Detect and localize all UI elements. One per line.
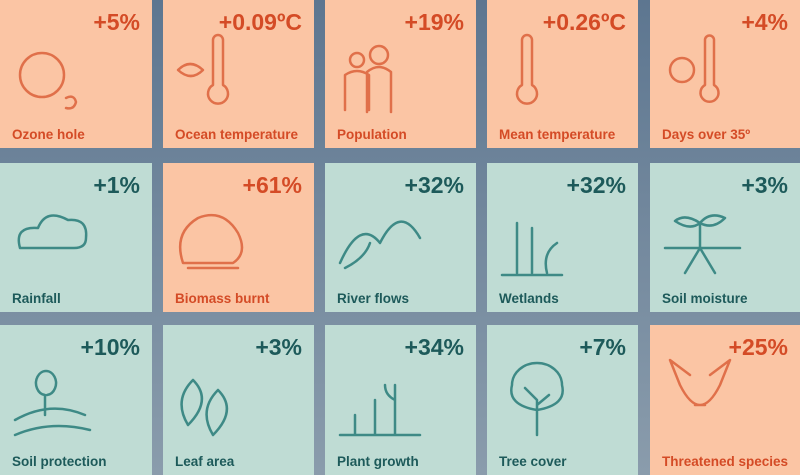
tile: +32% Wetlands — [487, 163, 638, 312]
tile: +5% Ozone hole — [0, 0, 152, 148]
tile: +0.09ºC Ocean temperature — [163, 0, 314, 148]
tile-background — [487, 325, 638, 475]
tile-value: +0.26ºC — [543, 9, 626, 35]
tile: +32% River flows — [325, 163, 476, 312]
tile-label: Soil protection — [12, 454, 107, 469]
tile-value: +19% — [405, 9, 464, 35]
tile-icon — [343, 44, 393, 114]
tile-value: +5% — [93, 9, 140, 35]
tile-background — [650, 0, 800, 148]
tile-label: Plant growth — [337, 454, 419, 469]
tile-background — [325, 325, 476, 475]
tile-icon — [180, 378, 228, 437]
tile-label: Rainfall — [12, 291, 61, 306]
tile-label: Ocean temperature — [175, 127, 299, 142]
tile-background — [650, 325, 800, 475]
tile-icon — [510, 361, 564, 437]
tile-background — [0, 163, 152, 312]
tile: +61% Biomass burnt — [163, 163, 314, 312]
tile-label: Biomass burnt — [175, 291, 270, 306]
tile-icon — [500, 221, 564, 277]
tile-label: Wetlands — [499, 291, 559, 306]
tile-label: Population — [337, 127, 407, 142]
tile-background — [163, 163, 314, 312]
tile-value: +61% — [243, 172, 302, 198]
tile-background — [163, 0, 314, 148]
tile-value: +32% — [567, 172, 626, 198]
tile-value: +34% — [405, 334, 464, 360]
tile: +3% Soil moisture — [650, 163, 800, 312]
tile: +25% Threatened species — [650, 325, 800, 475]
tile-label: Mean temperature — [499, 127, 616, 142]
tile: +1% Rainfall — [0, 163, 152, 312]
tile-value: +32% — [405, 172, 464, 198]
tile-value: +10% — [81, 334, 140, 360]
tile-label: River flows — [337, 291, 409, 306]
tile-background — [487, 0, 638, 148]
tile-icon — [176, 33, 230, 105]
tile-label: Soil moisture — [662, 291, 748, 306]
tile-background — [163, 325, 314, 475]
tile-value: +1% — [93, 172, 140, 198]
tile-icon — [178, 213, 244, 270]
tile-label: Days over 35º — [662, 127, 750, 142]
tile-background — [0, 0, 152, 148]
tile-label: Ozone hole — [12, 127, 85, 142]
tile: +3% Leaf area — [163, 325, 314, 475]
tile: +7% Tree cover — [487, 325, 638, 475]
tile-icon — [17, 214, 88, 250]
tile-icon — [18, 51, 78, 110]
tile: +0.26ºC Mean temperature — [487, 0, 638, 148]
tile: +10% Soil protection — [0, 325, 152, 475]
tile-value: +3% — [741, 172, 788, 198]
tile-background — [487, 163, 638, 312]
tile-icon — [668, 358, 732, 407]
tile-icon — [515, 33, 539, 105]
tile-background — [0, 325, 152, 475]
tile-background — [650, 163, 800, 312]
tile-icon — [663, 214, 742, 275]
tile: +19% Population — [325, 0, 476, 148]
tile-label: Tree cover — [499, 454, 567, 469]
tile: +34% Plant growth — [325, 325, 476, 475]
tile-icon — [338, 220, 422, 270]
tile-value: +25% — [729, 334, 788, 360]
tile-icon — [338, 383, 422, 437]
tile-value: +3% — [255, 334, 302, 360]
tile-icon — [13, 369, 92, 437]
tile-value: +7% — [579, 334, 626, 360]
tile-value: +4% — [741, 9, 788, 35]
tile-icon — [668, 34, 720, 103]
tile-label: Leaf area — [175, 454, 235, 469]
tile-background — [325, 0, 476, 148]
tile-value: +0.09ºC — [219, 9, 302, 35]
tile-label: Threatened species — [662, 454, 788, 469]
tile-background — [325, 163, 476, 312]
tile: +4% Days over 35º — [650, 0, 800, 148]
